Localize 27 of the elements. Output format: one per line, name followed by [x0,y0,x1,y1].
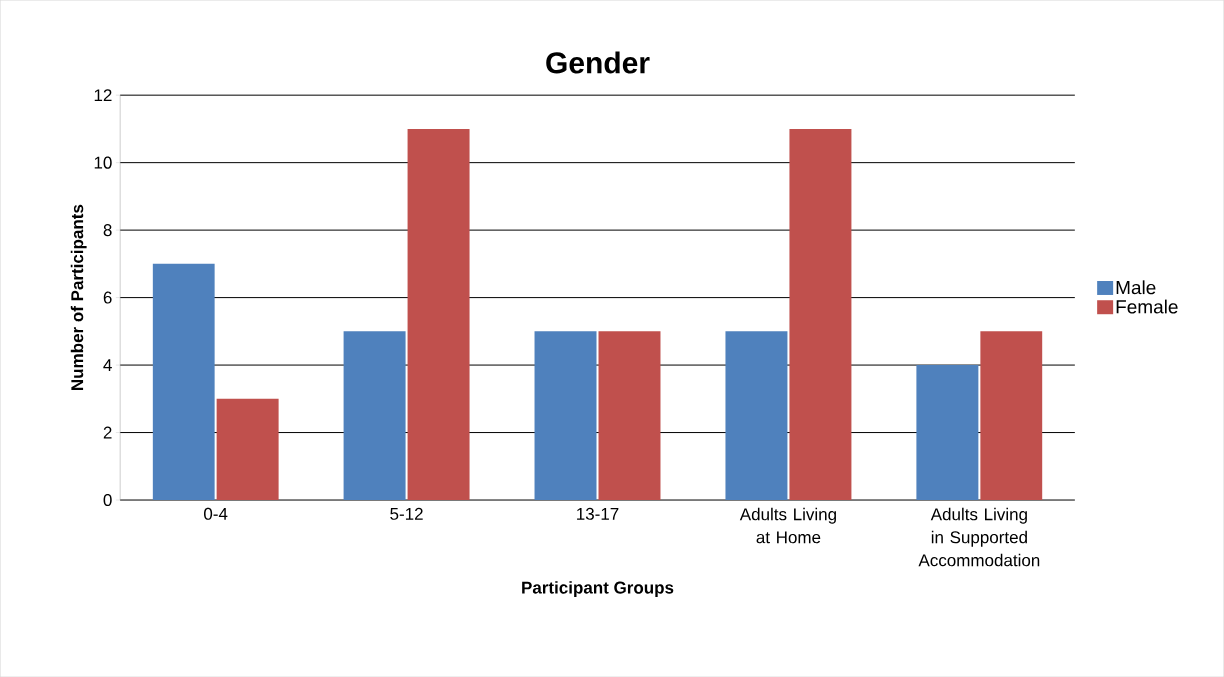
y-tick-label: 4 [103,359,112,371]
x-tick-label: Adults Living at Home [739,507,836,544]
y-tick-label: 2 [103,426,112,439]
bar [916,365,979,500]
bar [216,398,279,500]
bar [534,331,597,500]
bar [725,331,788,500]
x-tick-label: 5-12 [390,507,423,520]
x-tick-label: 0-4 [204,507,228,520]
x-tick-label: Adults Living in Supported Accommodation [918,507,1040,567]
x-tick-label: 13-17 [577,507,619,520]
y-axis-title: Number of Participants [70,204,87,390]
legend-label: Female [1116,299,1178,314]
bar [343,331,406,500]
y-tick-label: 8 [103,224,112,237]
bar [980,331,1043,500]
bar [789,128,852,500]
y-tick-label: 6 [103,291,112,304]
bar [407,128,470,500]
chart-title: Gender [546,51,650,74]
y-tick-label: 12 [94,89,112,102]
y-tick-label: 10 [94,156,112,169]
bar [598,331,661,500]
bar [152,263,215,500]
legend-label: Male [1116,280,1156,295]
x-axis-title: Participant Groups [522,581,674,597]
y-tick-label: 0 [103,493,112,506]
